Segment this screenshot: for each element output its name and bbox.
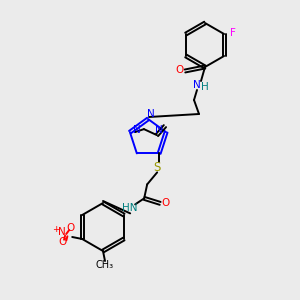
Text: O: O: [66, 223, 74, 233]
Text: HN: HN: [122, 203, 138, 213]
Text: H: H: [201, 82, 209, 92]
Text: N: N: [147, 109, 155, 119]
Text: O: O: [58, 237, 66, 247]
Text: CH₃: CH₃: [96, 260, 114, 270]
Text: +: +: [52, 226, 60, 235]
Text: O: O: [161, 198, 169, 208]
Text: N: N: [155, 125, 163, 135]
Text: F: F: [230, 28, 236, 38]
Text: N: N: [58, 227, 66, 237]
Text: O: O: [176, 65, 184, 75]
Text: N: N: [193, 80, 201, 90]
Text: S: S: [154, 161, 161, 174]
Text: N: N: [133, 125, 141, 135]
